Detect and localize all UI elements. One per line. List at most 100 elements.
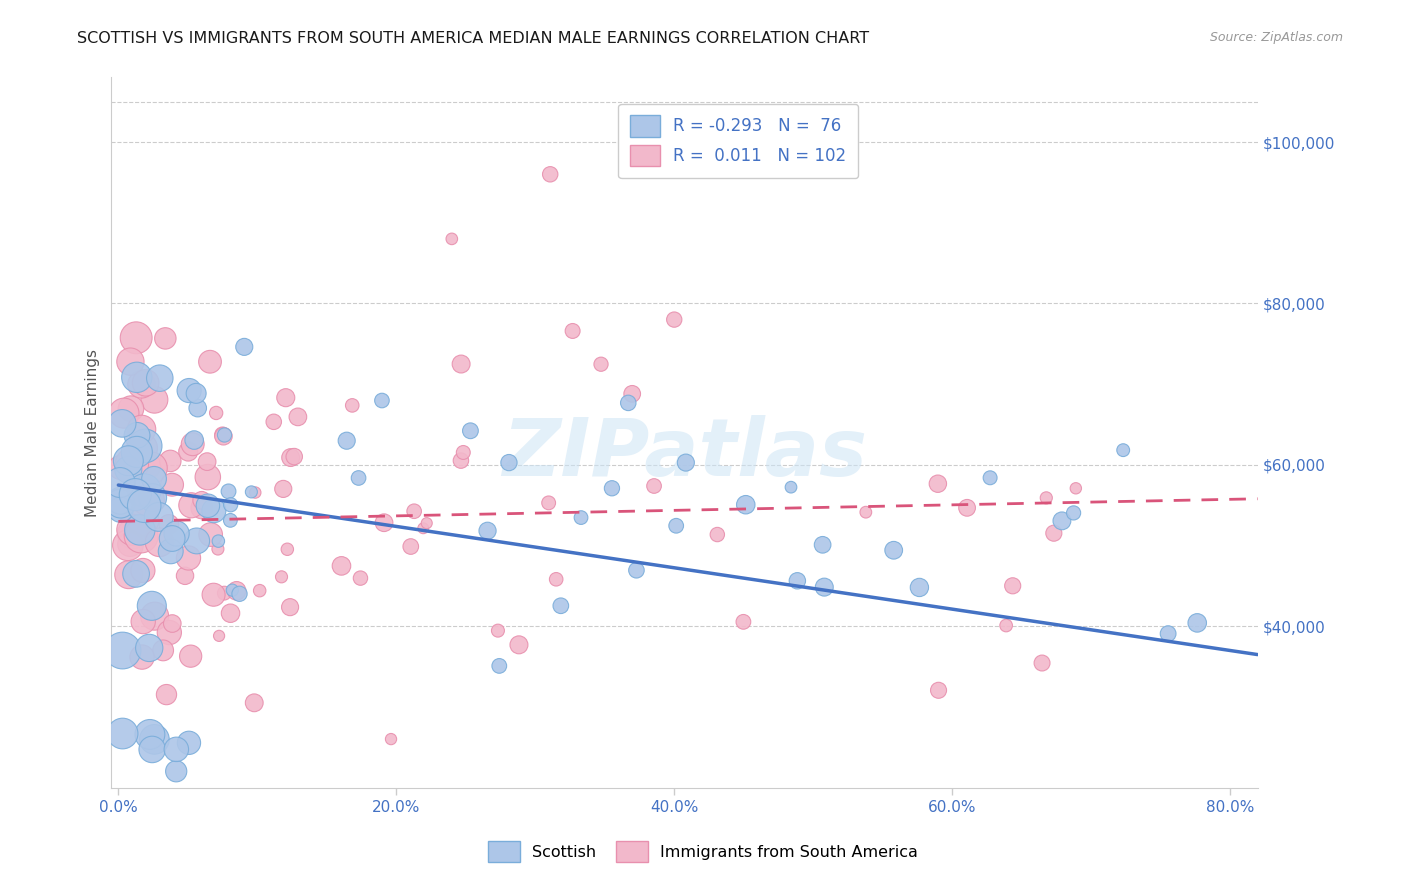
Point	[157, 517, 180, 532]
Point	[108, 475, 131, 490]
Point	[121, 526, 143, 541]
Point	[152, 643, 174, 657]
Point	[183, 433, 205, 447]
Point	[136, 458, 159, 473]
Point	[1064, 481, 1087, 495]
Point	[1050, 514, 1073, 528]
Point	[155, 688, 177, 702]
Point	[569, 510, 592, 524]
Point	[706, 527, 728, 541]
Point	[141, 461, 163, 475]
Point	[928, 683, 950, 698]
Point	[278, 600, 301, 615]
Point	[589, 357, 612, 371]
Point	[276, 542, 298, 557]
Point	[287, 409, 309, 424]
Point	[131, 441, 153, 455]
Point	[110, 502, 132, 516]
Point	[404, 504, 426, 518]
Point	[125, 370, 148, 384]
Point	[280, 450, 302, 465]
Point	[198, 355, 221, 369]
Point	[664, 312, 686, 326]
Legend: R = -0.293   N =  76, R =  0.011   N = 102: R = -0.293 N = 76, R = 0.011 N = 102	[619, 103, 858, 178]
Point	[180, 649, 202, 664]
Point	[1063, 506, 1085, 520]
Point	[132, 513, 155, 527]
Point	[138, 493, 160, 508]
Point	[177, 551, 200, 566]
Point	[450, 357, 472, 371]
Text: ZIPatlas: ZIPatlas	[502, 415, 868, 493]
Point	[197, 470, 219, 484]
Point	[132, 564, 155, 578]
Point	[1043, 526, 1066, 541]
Point	[956, 500, 979, 515]
Point	[883, 543, 905, 558]
Point	[195, 455, 218, 469]
Point	[219, 498, 242, 512]
Legend: Scottish, Immigrants from South America: Scottish, Immigrants from South America	[481, 835, 925, 868]
Point	[129, 529, 152, 543]
Point	[675, 456, 697, 470]
Point	[111, 417, 134, 431]
Point	[174, 569, 197, 583]
Point	[110, 493, 132, 508]
Point	[245, 485, 267, 500]
Point	[1001, 579, 1024, 593]
Point	[412, 521, 434, 535]
Point	[233, 340, 256, 354]
Point	[621, 387, 644, 401]
Point	[120, 354, 142, 368]
Point	[131, 377, 153, 392]
Point	[240, 484, 263, 499]
Point	[186, 386, 208, 401]
Point	[117, 454, 139, 468]
Point	[211, 427, 233, 442]
Point	[546, 572, 568, 586]
Point	[995, 618, 1018, 632]
Point	[166, 526, 188, 541]
Point	[908, 581, 931, 595]
Point	[600, 481, 623, 495]
Point	[927, 476, 949, 491]
Point	[160, 532, 183, 546]
Point	[243, 696, 266, 710]
Point	[550, 599, 572, 613]
Point	[134, 499, 156, 513]
Point	[228, 587, 250, 601]
Point	[855, 505, 877, 519]
Point	[118, 567, 141, 582]
Point	[162, 616, 184, 631]
Point	[131, 650, 153, 665]
Point	[148, 510, 170, 524]
Point	[197, 499, 219, 513]
Point	[125, 428, 148, 442]
Text: SCOTTISH VS IMMIGRANTS FROM SOUTH AMERICA MEDIAN MALE EARNINGS CORRELATION CHART: SCOTTISH VS IMMIGRANTS FROM SOUTH AMERIC…	[77, 31, 869, 46]
Point	[249, 583, 271, 598]
Point	[283, 450, 305, 464]
Point	[177, 736, 200, 750]
Point	[399, 540, 422, 554]
Point	[1157, 626, 1180, 640]
Point	[786, 574, 808, 588]
Point	[219, 513, 242, 527]
Point	[187, 401, 209, 416]
Point	[1187, 615, 1209, 630]
Point	[813, 580, 835, 594]
Point	[1035, 491, 1057, 505]
Point	[219, 606, 242, 620]
Point	[665, 518, 688, 533]
Point	[160, 477, 183, 491]
Point	[165, 764, 187, 779]
Point	[186, 533, 208, 548]
Point	[207, 542, 229, 557]
Point	[155, 331, 177, 345]
Point	[214, 428, 236, 442]
Point	[218, 484, 240, 499]
Point	[200, 527, 222, 541]
Point	[159, 544, 181, 558]
Point	[202, 588, 225, 602]
Point	[117, 463, 139, 477]
Point	[143, 609, 166, 624]
